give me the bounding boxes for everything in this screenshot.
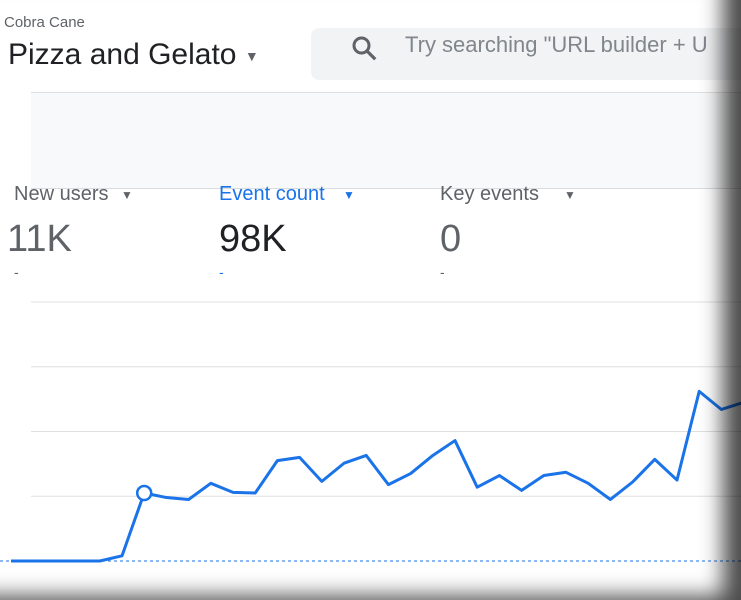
metric-arrow: ▼ [343, 188, 355, 202]
metric-label: Event count [219, 183, 325, 205]
line-chart [0, 301, 741, 563]
dropdown-arrow: ▼ [244, 48, 259, 65]
metric-delta: - [14, 264, 19, 280]
metric-delta: - [219, 264, 224, 280]
search-icon [352, 36, 377, 61]
metric-arrow: ▼ [121, 188, 133, 202]
property-name: Pizza and Gelato [8, 38, 237, 71]
highlight-point [135, 484, 153, 502]
metric-delta: - [440, 264, 445, 280]
metric-value: 98K [219, 218, 287, 260]
search-box[interactable]: Try searching "URL builder + U [311, 28, 741, 80]
account-name: Cobra Cane [4, 14, 85, 31]
property-selector[interactable]: Pizza and Gelato ▼ [8, 38, 259, 72]
banner [31, 92, 741, 189]
metric-label: New users [14, 183, 109, 205]
metric-value: 11K [7, 218, 72, 260]
search-placeholder: Try searching "URL builder + U [405, 32, 708, 57]
metric-arrow: ▼ [564, 188, 576, 202]
line-series [11, 389, 741, 563]
metric-label: Key events [440, 183, 539, 205]
metric-value: 0 [440, 218, 462, 260]
